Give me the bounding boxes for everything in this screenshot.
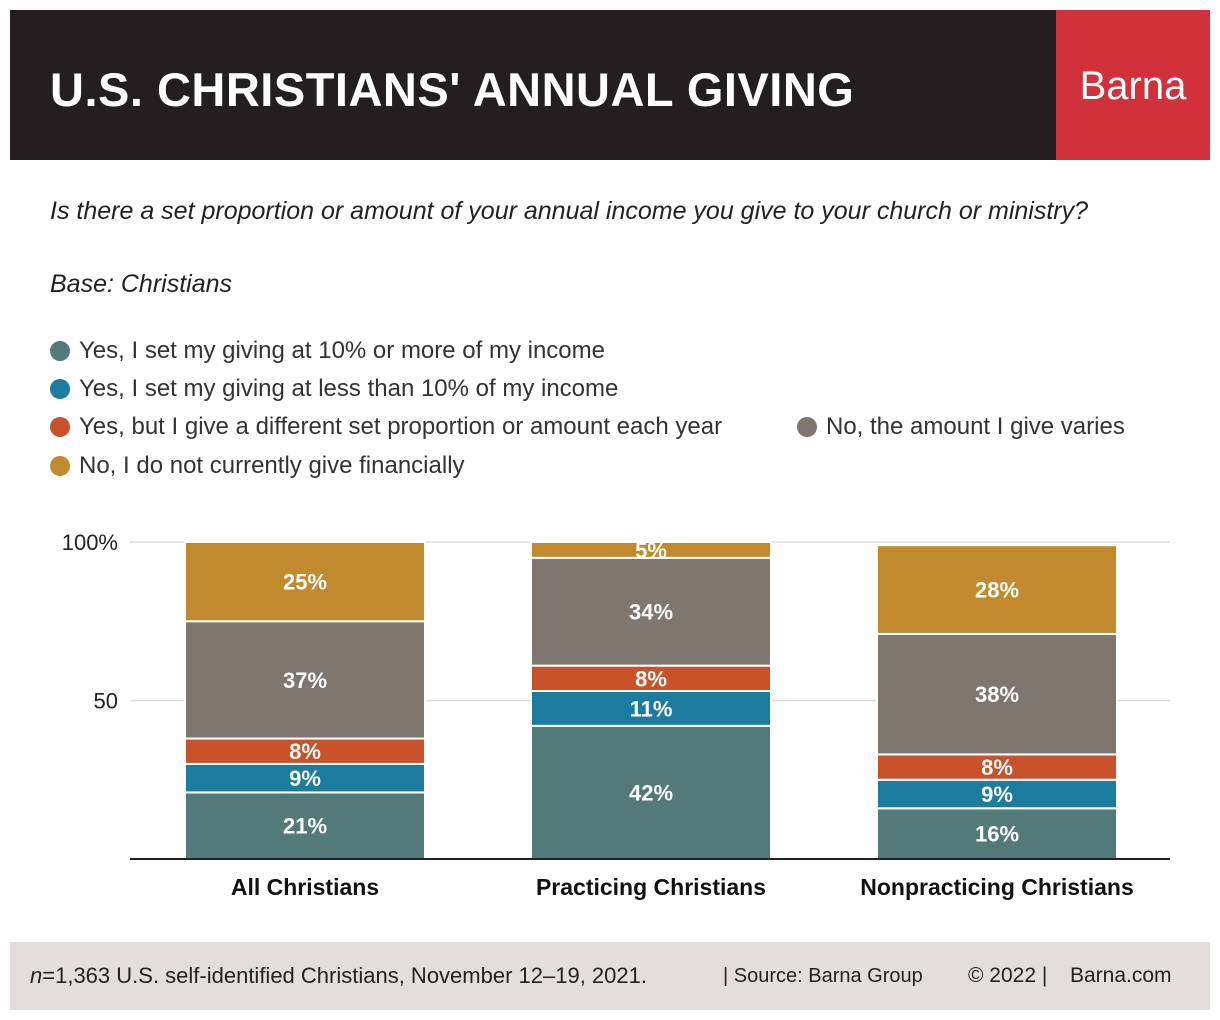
data-label: 8% bbox=[635, 666, 667, 691]
category-label: Practicing Christians bbox=[536, 874, 766, 900]
data-label: 21% bbox=[283, 814, 327, 839]
header-banner: U.S. CHRISTIANS' ANNUAL GIVING Barna bbox=[10, 10, 1210, 160]
y-tick-label: 100% bbox=[62, 530, 118, 555]
legend-item-less-than-10: Yes, I set my giving at less than 10% of… bbox=[50, 375, 618, 403]
data-label: 37% bbox=[283, 668, 327, 693]
footer-source: | Source: Barna Group bbox=[723, 965, 923, 987]
legend-dot-icon bbox=[50, 379, 70, 399]
bar-segment bbox=[530, 556, 772, 667]
footer-copyright: © 2022 | bbox=[968, 964, 1048, 987]
legend-dot-icon bbox=[50, 456, 70, 476]
legend-label: No, I do not currently give financially bbox=[79, 452, 465, 479]
data-label: 5% bbox=[635, 538, 667, 563]
legend-label: Yes, but I give a different set proporti… bbox=[79, 413, 723, 440]
data-label: 8% bbox=[289, 739, 321, 764]
legend-label: Yes, I set my giving at less than 10% of… bbox=[79, 375, 619, 402]
footer-site-link[interactable]: Barna.com bbox=[1070, 964, 1172, 987]
footer-sample-note: n=1,363 U.S. self-identified Christians,… bbox=[30, 963, 647, 989]
legend-item-amount-varies: No, the amount I give varies bbox=[797, 413, 1125, 441]
legend-item-different-each-year: Yes, but I give a different set proporti… bbox=[50, 413, 722, 441]
legend-dot-icon bbox=[50, 417, 70, 437]
data-label: 25% bbox=[283, 570, 327, 595]
data-label: 9% bbox=[289, 766, 321, 791]
data-label: 8% bbox=[981, 755, 1013, 780]
category-label: Nonpracticing Christians bbox=[860, 874, 1133, 900]
bar-segment bbox=[184, 791, 426, 860]
data-label: 16% bbox=[975, 822, 1019, 847]
footer-n-label: n bbox=[30, 963, 43, 988]
legend-dot-icon bbox=[797, 417, 817, 437]
barna-logo[interactable]: Barna bbox=[1056, 10, 1210, 160]
y-tick-label: 50 bbox=[94, 689, 118, 714]
footer-note-text: =1,363 U.S. self-identified Christians, … bbox=[42, 963, 647, 988]
bar-segment bbox=[530, 541, 772, 559]
bar-segment bbox=[530, 689, 772, 727]
bar-segment bbox=[184, 737, 426, 765]
bar-segment bbox=[184, 620, 426, 740]
bar-segment bbox=[876, 632, 1118, 756]
bar-segment bbox=[530, 664, 772, 692]
legend-item-10-or-more: Yes, I set my giving at 10% or more of m… bbox=[50, 337, 605, 365]
data-label: 34% bbox=[629, 600, 673, 625]
footer: n=1,363 U.S. self-identified Christians,… bbox=[10, 942, 1210, 1010]
legend-item-not-giving: No, I do not currently give financially bbox=[50, 452, 465, 480]
legend-dot-icon bbox=[50, 341, 70, 361]
bar-segment bbox=[184, 541, 426, 623]
legend-label: Yes, I set my giving at 10% or more of m… bbox=[79, 337, 605, 364]
category-label: All Christians bbox=[231, 874, 379, 900]
data-label: 9% bbox=[981, 782, 1013, 807]
bar-segment bbox=[876, 544, 1118, 635]
data-label: 42% bbox=[629, 780, 673, 805]
legend-label: No, the amount I give varies bbox=[826, 413, 1125, 440]
chart-title: U.S. CHRISTIANS' ANNUAL GIVING bbox=[50, 63, 855, 116]
data-label: 38% bbox=[975, 682, 1019, 707]
survey-base: Base: Christians bbox=[50, 270, 233, 298]
logo-text: Barna bbox=[1079, 64, 1187, 108]
data-label: 28% bbox=[975, 578, 1019, 603]
bar-segment bbox=[876, 807, 1118, 860]
survey-question: Is there a set proportion or amount of y… bbox=[50, 197, 1089, 225]
data-label: 11% bbox=[630, 696, 673, 721]
bar-segment bbox=[530, 724, 772, 860]
